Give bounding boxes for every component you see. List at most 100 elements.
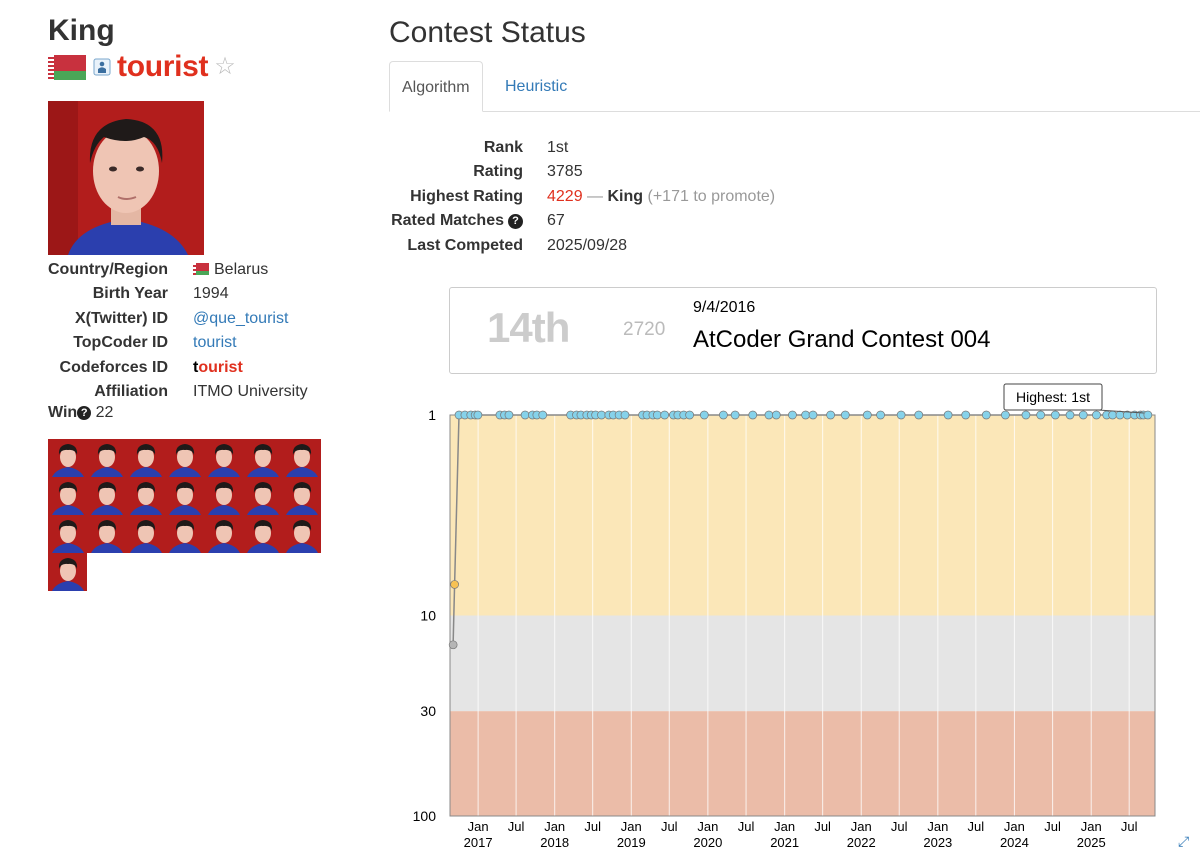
topcoder-link[interactable]: tourist (193, 334, 237, 352)
rank-point (1021, 410, 1031, 420)
info-row-codeforces: Codeforces ID tourist (48, 356, 308, 380)
rank-point (764, 410, 774, 420)
rank-point (914, 410, 924, 420)
help-icon[interactable]: ? (508, 214, 523, 230)
win-thumbnail[interactable] (282, 515, 321, 553)
codeforces-rest: ourist (198, 358, 243, 376)
rank-value: 1st (547, 139, 569, 156)
highest-rating-value: 4229 (547, 187, 583, 205)
contest-date: 9/4/2016 (693, 299, 756, 316)
stat-label-cell: Rated Matches? (389, 209, 523, 233)
win-thumbnail[interactable] (87, 515, 126, 553)
win-thumbnail[interactable] (204, 515, 243, 553)
rank-point (660, 410, 669, 420)
x-tick-month-label: Jan (851, 819, 872, 834)
info-value: 1994 (193, 285, 229, 303)
rank-point (448, 640, 458, 650)
win-thumbnail[interactable] (48, 439, 87, 477)
rank-point (826, 410, 835, 420)
rank-point (1108, 410, 1117, 420)
rank-point (685, 410, 694, 420)
rank-point (730, 410, 740, 420)
x-tick-month-label: Jul (891, 819, 908, 834)
x-tick-year-label: 2020 (693, 835, 722, 850)
rank-point (504, 410, 514, 420)
belarus-flag-icon (193, 263, 209, 275)
rank-band (450, 711, 1155, 816)
rank-point (699, 410, 709, 420)
x-tick-year-label: 2022 (847, 835, 876, 850)
win-thumbnail[interactable] (165, 477, 204, 515)
x-tick-year-label: 2025 (1077, 835, 1106, 850)
stat-label: Rating (473, 163, 523, 181)
win-thumbnail[interactable] (165, 515, 204, 553)
promote-note: (+171 to promote) (647, 187, 776, 205)
win-thumbnail[interactable] (204, 477, 243, 515)
x-tick-month-label: Jul (1044, 819, 1061, 834)
info-row-topcoder: TopCoder ID tourist (48, 331, 308, 355)
codeforces-link[interactable]: tourist (193, 356, 243, 380)
win-thumbnail[interactable] (48, 553, 87, 591)
expand-icon[interactable]: ⤢ (1178, 833, 1190, 849)
help-icon[interactable]: ? (77, 406, 92, 420)
win-thumbnail[interactable] (48, 477, 87, 515)
highest-separator: — (587, 187, 604, 205)
username[interactable]: tourist (117, 50, 209, 83)
win-thumbnail[interactable] (126, 439, 165, 477)
stat-row-last: Last Competed 2025/09/28 (389, 234, 775, 258)
info-label: Country/Region (48, 261, 168, 278)
contest-tabs: Algorithm Heuristic (389, 61, 1200, 112)
x-tick-year-label: 2023 (923, 835, 952, 850)
rank-point (1092, 410, 1101, 420)
x-tick-year-label: 2017 (464, 835, 493, 850)
tooltip-pointer (1097, 409, 1144, 414)
country-name: Belarus (214, 261, 269, 278)
contest-performance: 2720 (623, 319, 666, 340)
x-tick-month-label: Jan (621, 819, 642, 834)
crown-icon (93, 58, 111, 76)
win-thumbnail[interactable] (165, 439, 204, 477)
win-thumbnail[interactable] (48, 515, 87, 553)
codeforces-first-letter: t (193, 358, 199, 376)
x-tick-month-label: Jan (774, 819, 795, 834)
win-thumbnail[interactable] (126, 477, 165, 515)
x-tick-year-label: 2018 (540, 835, 569, 850)
highest-title: King (607, 187, 644, 205)
win-thumbnail[interactable] (126, 515, 165, 553)
info-row-birth-year: Birth Year 1994 (48, 282, 308, 306)
y-tick-label: 1 (428, 407, 436, 423)
stat-label: Last Competed (407, 236, 523, 254)
rank-point (1115, 410, 1125, 420)
tab-heuristic[interactable]: Heuristic (505, 78, 568, 95)
username-line: tourist ☆ (48, 50, 236, 84)
rank-point (862, 410, 872, 420)
win-thumbnail[interactable] (87, 439, 126, 477)
y-tick-label: 30 (420, 703, 436, 719)
info-value: ITMO University (193, 382, 308, 400)
x-tick-month-label: Jan (1081, 819, 1102, 834)
win-thumbnail[interactable] (243, 439, 282, 477)
win-thumbnail[interactable] (282, 477, 321, 515)
rank-point (840, 410, 850, 420)
rank-band (450, 615, 1155, 712)
rank-point (1001, 410, 1010, 420)
win-thumbnail[interactable] (87, 477, 126, 515)
info-label: Codeforces ID (59, 358, 168, 376)
twitter-link[interactable]: @que_tourist (193, 309, 289, 327)
rank-point (981, 410, 991, 420)
tab-algorithm[interactable]: Algorithm (389, 61, 483, 112)
win-thumbnail[interactable] (243, 477, 282, 515)
x-tick-month-label: Jan (544, 819, 565, 834)
y-tick-label: 100 (413, 808, 437, 824)
rank-point (876, 410, 885, 420)
win-thumbnail[interactable] (204, 439, 243, 477)
win-thumbnail[interactable] (243, 515, 282, 553)
stat-row-highest: Highest Rating 4229 — King (+171 to prom… (389, 185, 775, 209)
win-thumbnail[interactable] (282, 439, 321, 477)
y-tick-label: 10 (420, 608, 436, 624)
rank-title: King (48, 14, 115, 47)
favorite-star-icon[interactable]: ☆ (214, 53, 236, 80)
rank-point (896, 410, 906, 420)
rank-band (450, 415, 1155, 616)
